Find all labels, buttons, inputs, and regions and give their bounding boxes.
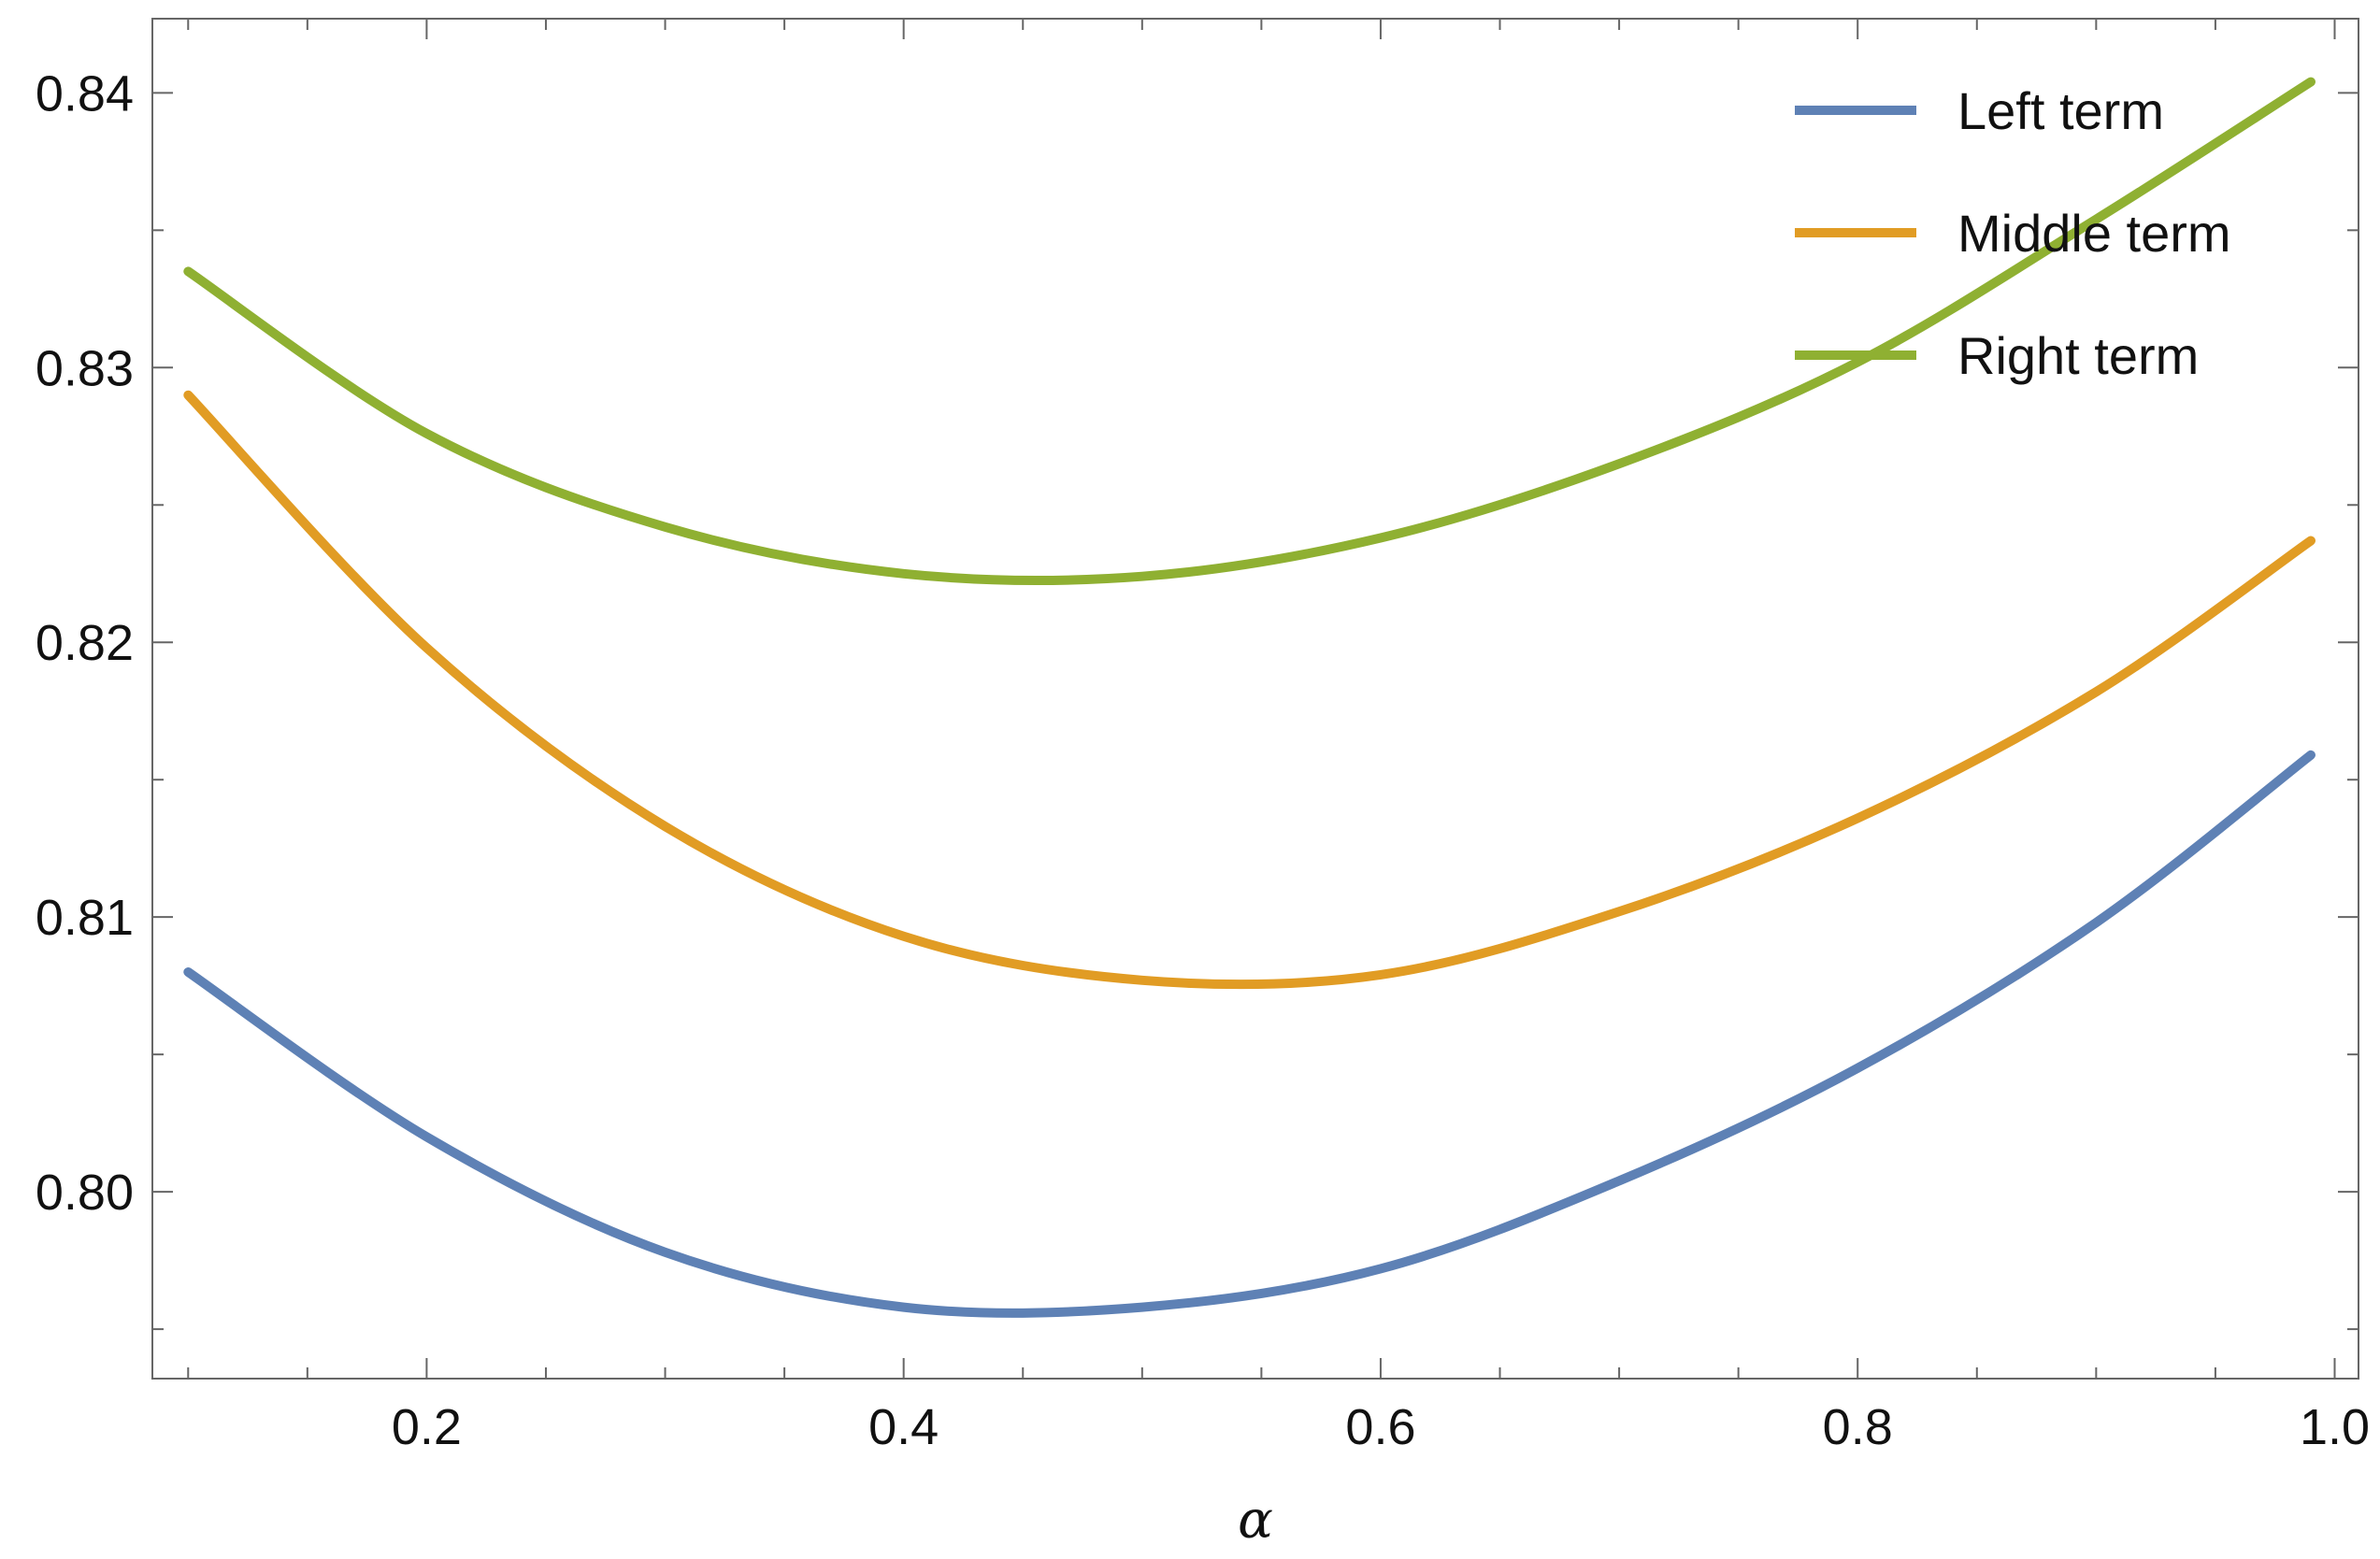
x-tick-label: 0.8	[1823, 1399, 1893, 1455]
x-axis-title: α	[1238, 1490, 1273, 1551]
y-tick-label: 0.82	[36, 615, 134, 671]
legend-label-left-term: Left term	[1957, 81, 2164, 140]
x-tick-label: 0.2	[392, 1399, 462, 1455]
axis-tick-labels: 0.2 0.4 0.6 0.8 1.0 0.80 0.81 0.82 0.83 0.84	[36, 65, 2370, 1455]
x-tick-label: 1.0	[2300, 1399, 2370, 1455]
x-tick-label: 0.4	[868, 1399, 939, 1455]
series-lines	[183, 77, 2315, 1318]
y-tick-label: 0.81	[36, 890, 134, 946]
x-tick-label: 0.6	[1345, 1399, 1415, 1455]
legend-label-right-term: Right term	[1957, 326, 2199, 385]
legend-label-middle-term: Middle term	[1957, 204, 2231, 263]
y-tick-label: 0.80	[36, 1165, 134, 1221]
legend: Left term Middle term Right term	[1795, 81, 2231, 385]
plot-frame	[151, 18, 2359, 1380]
series-line-left-term	[183, 750, 2315, 1318]
series-line-middle-term	[183, 390, 2315, 990]
y-tick-label: 0.83	[36, 340, 134, 396]
axis-ticks	[152, 19, 2358, 1379]
y-tick-label: 0.84	[36, 65, 134, 122]
series-line-right-term	[183, 77, 2315, 586]
